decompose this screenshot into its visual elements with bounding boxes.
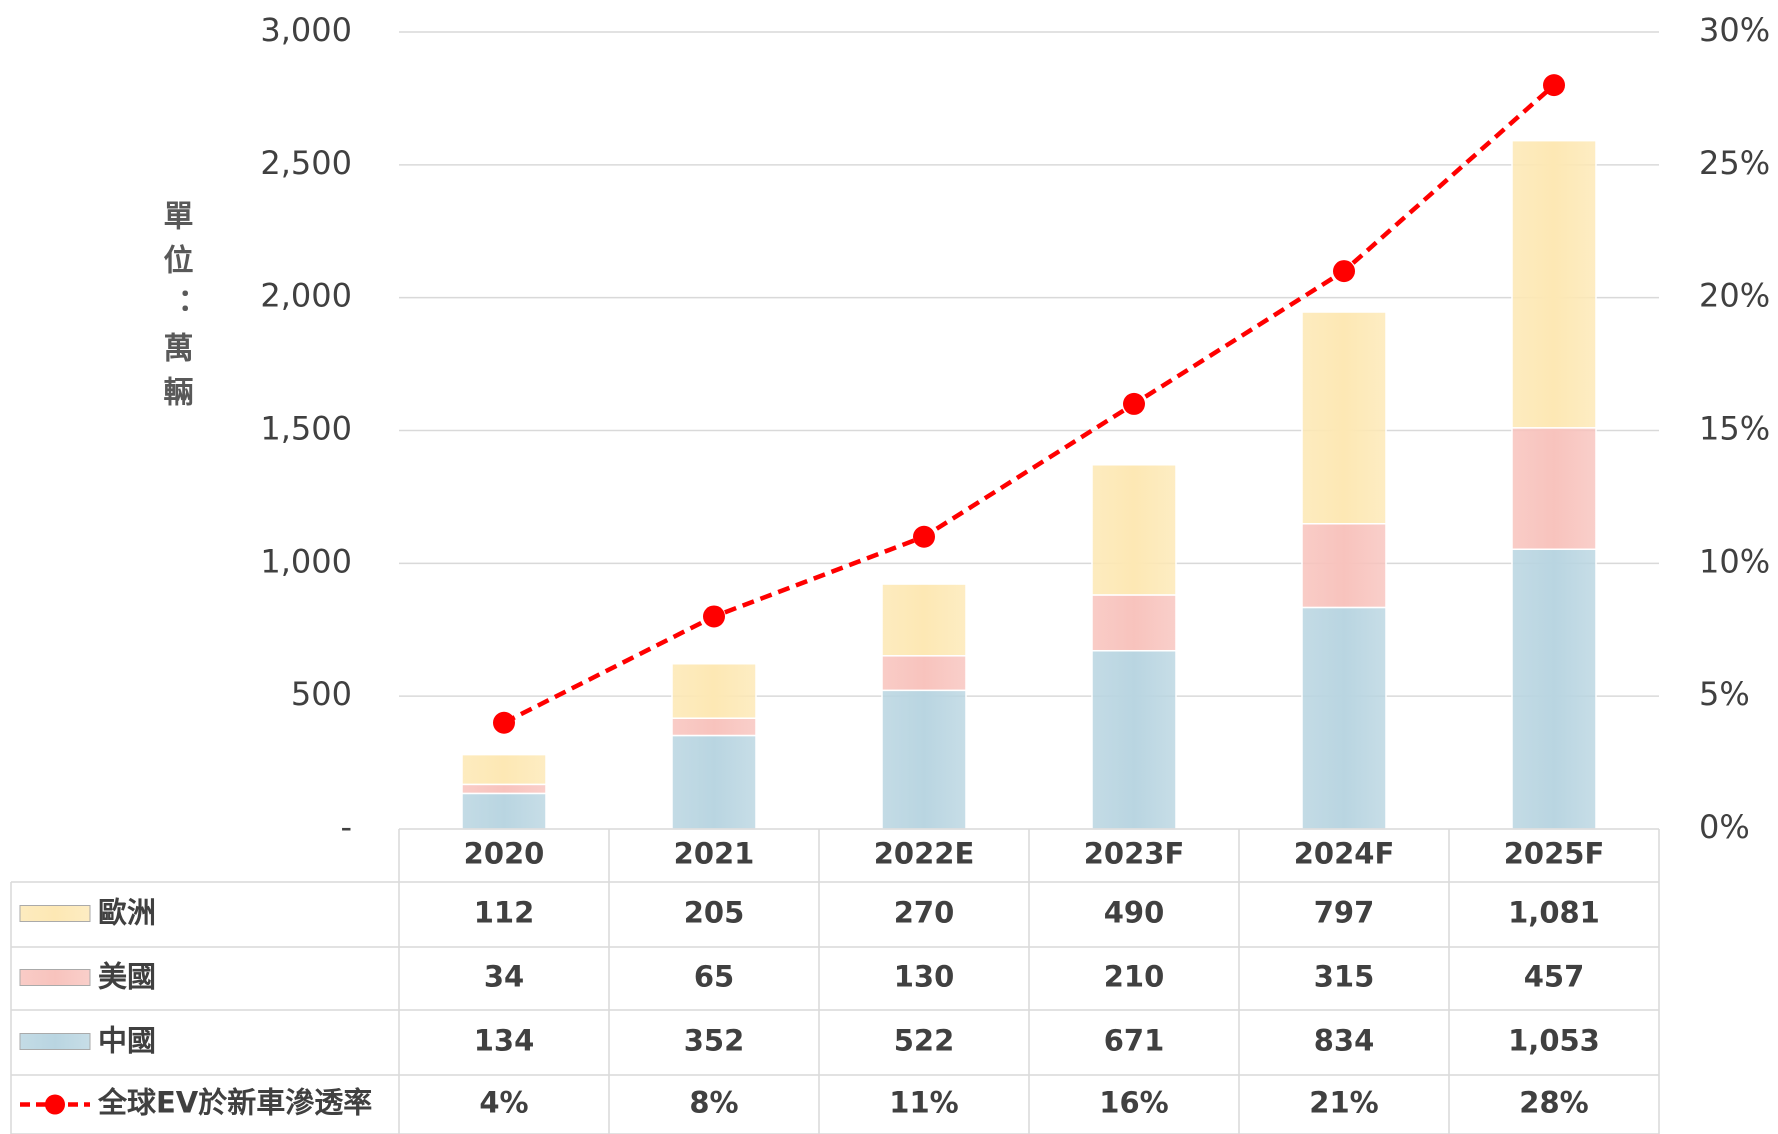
y2-tick-label: 5% (1699, 675, 1750, 713)
line-marker (1123, 392, 1145, 415)
bar-segment (1301, 522, 1387, 609)
y2-tick-label: 25% (1699, 144, 1770, 182)
x-tick-label: 2021 (674, 837, 755, 871)
table-value: 11% (889, 1086, 958, 1120)
line-marker (1333, 260, 1355, 283)
y2-tick-label: 20% (1699, 277, 1770, 315)
bar-segment (461, 792, 547, 830)
legend-key (19, 969, 91, 986)
x-tick-label: 2020 (464, 837, 545, 871)
legend-label: 全球EV於新車滲透率 (97, 1086, 372, 1120)
table-value: 315 (1314, 960, 1375, 994)
table-value: 34 (484, 960, 524, 994)
bar-segment (1301, 311, 1387, 525)
y-axis-label: 單位：萬輛 (158, 200, 194, 420)
bar-segment (881, 583, 967, 657)
bar-segment (881, 655, 967, 692)
table-value: 490 (1104, 896, 1165, 930)
y-tick-label: 3,000 (260, 11, 352, 49)
table-value: 21% (1309, 1086, 1378, 1120)
line-marker (703, 605, 725, 628)
bar-segment (671, 734, 757, 830)
bar-segment (1511, 427, 1597, 551)
legend-label: 中國 (98, 1024, 156, 1058)
y2-tick-label: 0% (1699, 808, 1750, 846)
bar-segment (1511, 548, 1597, 830)
table-value: 522 (894, 1024, 955, 1058)
y-tick-label: - (340, 808, 352, 846)
x-tick-label: 2025F (1504, 837, 1605, 871)
y2-tick-label: 10% (1699, 542, 1770, 580)
line-marker (1543, 74, 1565, 97)
x-tick-label: 2024F (1294, 837, 1395, 871)
bar-segment (1091, 649, 1177, 830)
bar-segment (1091, 464, 1177, 596)
table-value: 457 (1524, 960, 1585, 994)
legend-label: 歐洲 (98, 896, 156, 930)
table-value: 130 (894, 960, 955, 994)
bar-segment (1301, 606, 1387, 830)
y2-tick-label: 30% (1699, 11, 1770, 49)
legend-label: 美國 (98, 960, 156, 994)
bar-segment (881, 689, 967, 830)
table-value: 112 (474, 896, 535, 930)
table-value: 8% (689, 1086, 738, 1120)
y-tick-label: 1,000 (260, 542, 352, 580)
line (502, 83, 1556, 725)
bar-segment (671, 663, 757, 719)
table-value: 1,081 (1508, 896, 1600, 930)
legend-key (45, 1094, 65, 1115)
table-value: 205 (684, 896, 745, 930)
y2-tick-label: 15% (1699, 410, 1770, 448)
table-value: 210 (1104, 960, 1165, 994)
bar-segment (461, 783, 547, 795)
legend-key (19, 905, 91, 922)
legend-key (19, 1033, 91, 1050)
table-value: 1,053 (1508, 1024, 1600, 1058)
line-marker (913, 525, 935, 548)
table-value: 671 (1104, 1024, 1165, 1058)
y-tick-label: 2,500 (260, 144, 352, 182)
bar-segment (1511, 139, 1597, 429)
y-tick-label: 500 (291, 675, 352, 713)
table-value: 834 (1314, 1024, 1375, 1058)
x-tick-label: 2023F (1084, 837, 1185, 871)
line-marker (493, 711, 515, 734)
bar-segment (461, 753, 547, 786)
bar-segment (1091, 594, 1177, 652)
bar-segment (671, 717, 757, 737)
table-value: 16% (1099, 1086, 1168, 1120)
y-tick-label: 1,500 (260, 410, 352, 448)
table-value: 270 (894, 896, 955, 930)
table-value: 134 (474, 1024, 535, 1058)
table-value: 4% (479, 1086, 528, 1120)
table-value: 28% (1519, 1086, 1588, 1120)
x-tick-label: 2022E (874, 837, 975, 871)
table-value: 65 (694, 960, 734, 994)
table-value: 352 (684, 1024, 745, 1058)
table-value: 797 (1314, 896, 1375, 930)
y-tick-label: 2,000 (260, 277, 352, 315)
